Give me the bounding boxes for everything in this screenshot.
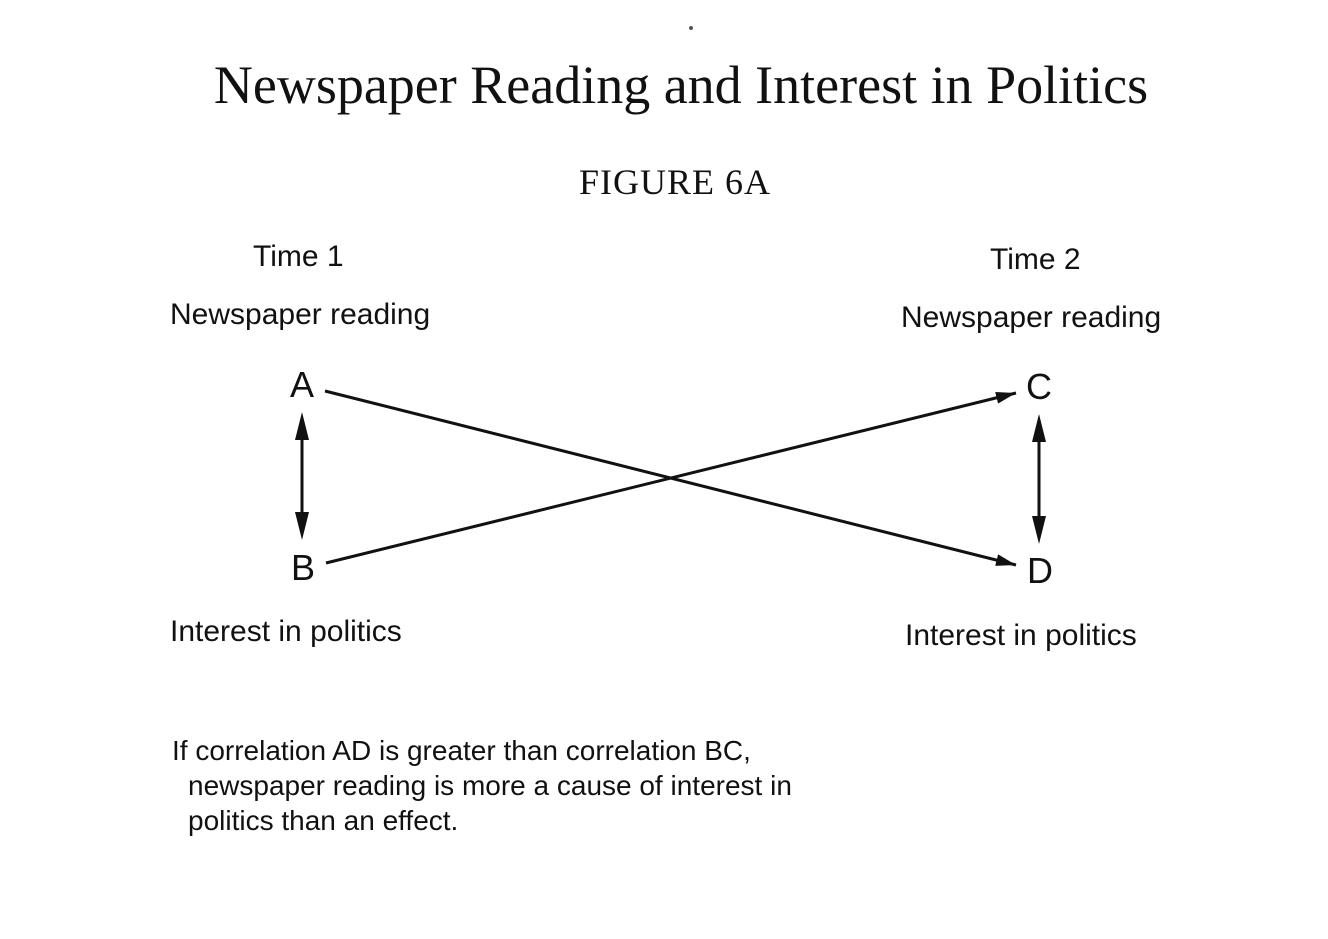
time-2-newspaper-reading-label: Newspaper reading [901, 301, 1162, 334]
arrow-a-b-bidirectional [295, 412, 309, 540]
figure-caption: If correlation AD is greater than correl… [172, 733, 892, 838]
caption-line-2: newspaper reading is more a cause of int… [188, 770, 792, 801]
figure-label-first-letter: F [578, 162, 601, 202]
node-a: A [290, 364, 315, 405]
node-c: C [1026, 366, 1052, 407]
figure-label-number: 6A [725, 162, 772, 202]
time-1-label: Time 1 [253, 240, 344, 273]
node-d: D [1027, 550, 1053, 591]
time-2-interest-label: Interest in politics [905, 619, 1137, 652]
scan-speck [689, 26, 693, 30]
time-1-newspaper-reading-label: Newspaper reading [170, 298, 431, 331]
arrow-b-to-c [325, 391, 1017, 565]
time-2-label: Time 2 [990, 243, 1081, 276]
figure-label-word: IGURE [600, 162, 716, 202]
node-b: B [291, 547, 316, 588]
caption-line-1: If correlation AD is greater than correl… [172, 735, 751, 766]
arrow-c-d-bidirectional [1032, 414, 1046, 544]
figure-label: FIGURE 6A [0, 164, 1328, 200]
time-1-interest-label: Interest in politics [170, 615, 402, 648]
caption-line-3: politics than an effect. [188, 805, 459, 836]
page-title: Newspaper Reading and Interest in Politi… [213, 55, 1149, 115]
